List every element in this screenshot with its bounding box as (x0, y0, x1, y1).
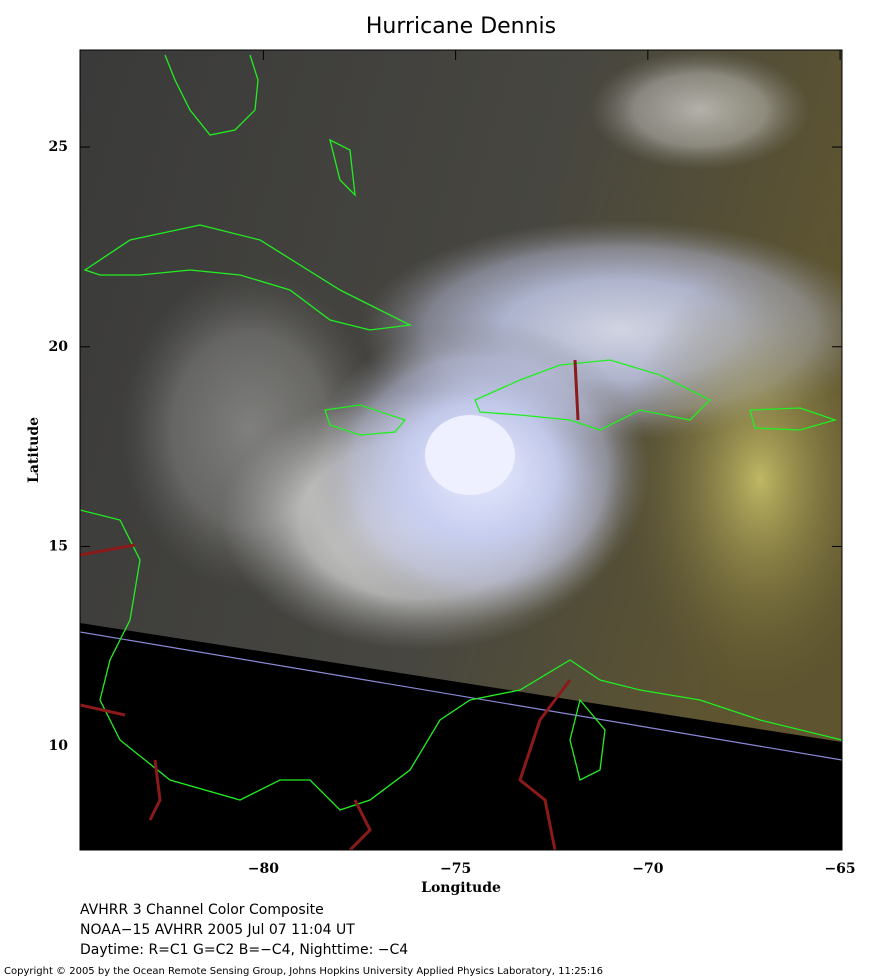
x-tick-label: −65 (824, 861, 855, 877)
x-tick-label: −80 (248, 861, 279, 877)
y-tick-label: 25 (49, 139, 68, 155)
x-tick-label: −70 (632, 861, 663, 877)
y-tick-label: 15 (49, 538, 68, 554)
caption-line: Daytime: R=C1 G=C2 B=−C4, Nighttime: −C4 (80, 942, 408, 958)
caption-line: NOAA−15 AVHRR 2005 Jul 07 11:04 UT (80, 922, 355, 938)
title: Hurricane Dennis (366, 14, 556, 39)
caption-line: AVHRR 3 Channel Color Composite (80, 902, 324, 918)
copyright: Copyright © 2005 by the Ocean Remote Sen… (4, 966, 603, 977)
caption: AVHRR 3 Channel Color Composite NOAA−15 A… (80, 902, 408, 958)
x-axis-label: Longitude (421, 880, 501, 896)
satellite-image (80, 50, 842, 850)
x-tick-label: −75 (440, 861, 471, 877)
y-tick-label: 20 (49, 339, 69, 355)
map-frame (79, 49, 843, 851)
axes: −80 −75 −70 −65 10 15 20 25 (49, 50, 856, 877)
y-axis-label: Latitude (26, 417, 42, 483)
y-tick-label: 10 (49, 738, 69, 754)
